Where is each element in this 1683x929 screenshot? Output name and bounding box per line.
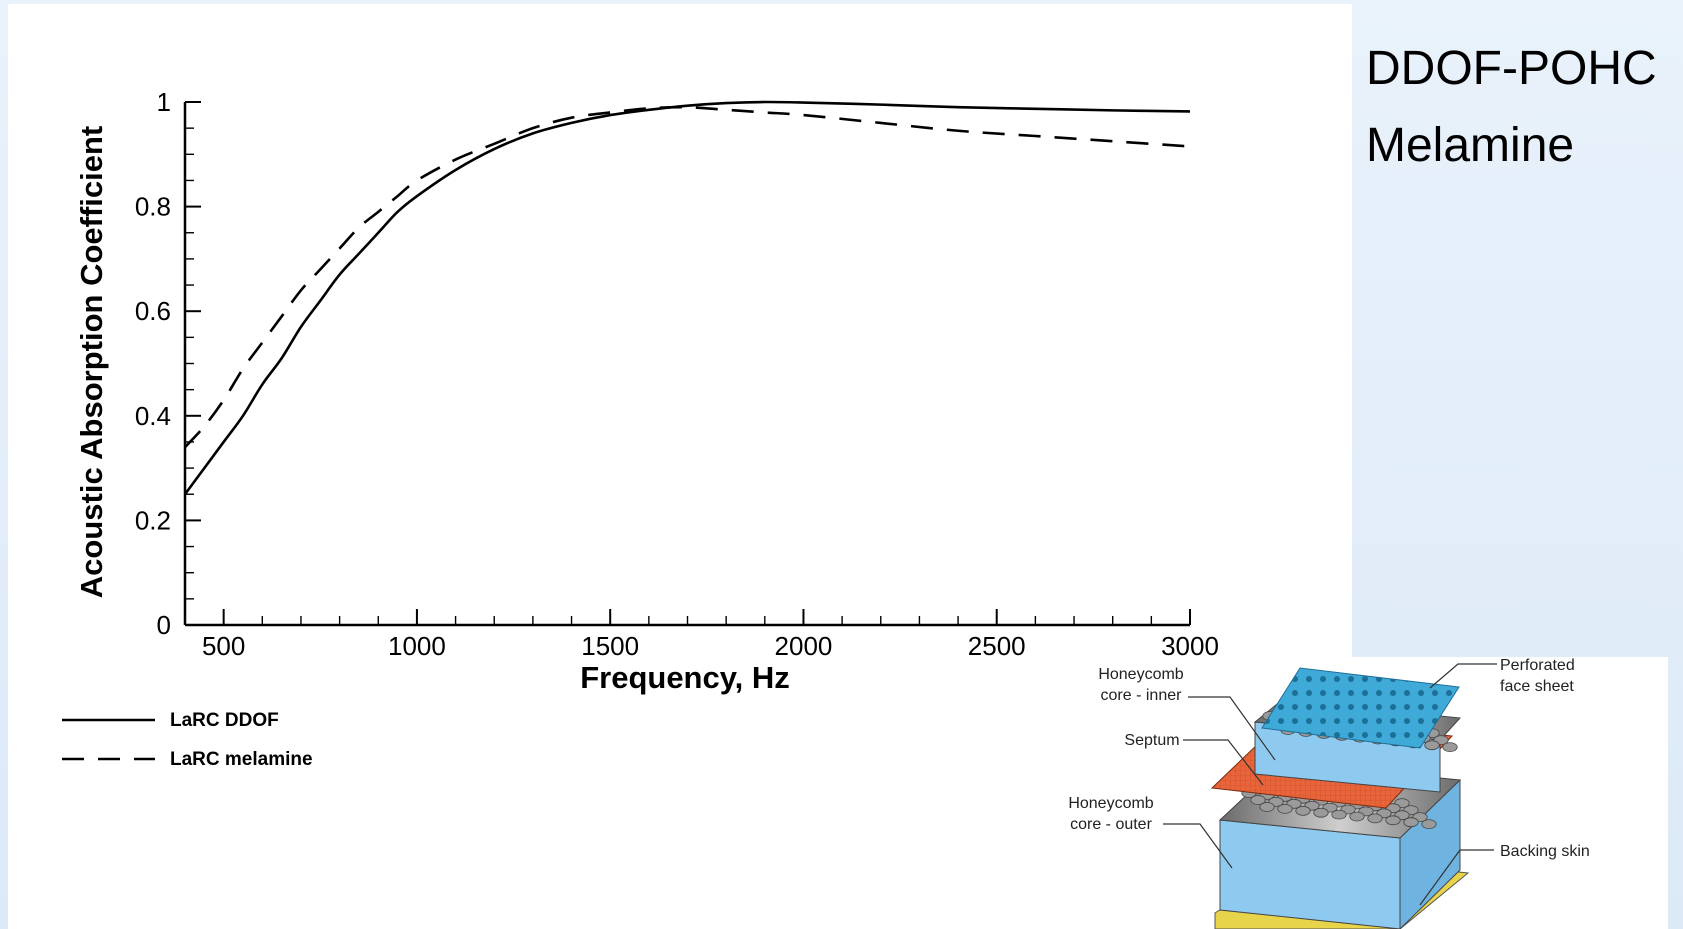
perforated-face-sheet bbox=[1261, 667, 1460, 749]
series-line-melamine bbox=[184, 105, 1191, 449]
y-tick-label: 0.6 bbox=[135, 296, 171, 326]
y-tick-label: 0 bbox=[157, 610, 171, 640]
y-tick-label: 0.8 bbox=[135, 192, 171, 222]
honeycomb-cell bbox=[1385, 815, 1401, 826]
honeycomb-cell bbox=[1313, 807, 1329, 818]
series-line-ddof bbox=[183, 100, 1191, 496]
honeycomb-cell bbox=[1367, 813, 1383, 824]
honeycomb-cell bbox=[1295, 805, 1311, 816]
x-tick-label: 1500 bbox=[581, 631, 639, 661]
side-label-melamine: Melamine bbox=[1366, 119, 1575, 172]
series bbox=[183, 100, 1191, 496]
honeycomb-cell bbox=[1442, 742, 1458, 752]
side-labels: DDOF-POHC Melamine bbox=[1366, 30, 1676, 184]
honeycomb-cell bbox=[1277, 804, 1293, 814]
legend-label-melamine: LaRC melamine bbox=[170, 749, 313, 770]
y-tick-label: 1 bbox=[157, 87, 171, 117]
label-honeycomb-inner-1: Honeycomb bbox=[1098, 666, 1183, 683]
honeycomb-cell bbox=[1424, 740, 1440, 751]
label-perforated-2: face sheet bbox=[1500, 678, 1574, 695]
side-label-ddof-pohc: DDOF-POHC bbox=[1366, 42, 1657, 95]
y-tick-label: 0.4 bbox=[135, 401, 171, 431]
legend-label-ddof: LaRC DDOF bbox=[170, 710, 279, 731]
x-tick-label: 3000 bbox=[1161, 631, 1219, 661]
honeycomb-outer-side bbox=[1219, 819, 1401, 929]
legend: LaRC DDOF LaRC melamine bbox=[62, 710, 313, 770]
honeycomb-cell bbox=[1349, 811, 1365, 822]
y-axis-label: Acoustic Absorption Coefficient bbox=[74, 126, 109, 598]
label-backing-skin: Backing skin bbox=[1500, 843, 1590, 860]
honeycomb-cell bbox=[1250, 795, 1266, 805]
honeycomb-cell bbox=[1421, 819, 1437, 829]
label-honeycomb-outer-1: Honeycomb bbox=[1068, 795, 1153, 812]
honeycomb-cell bbox=[1331, 809, 1347, 820]
x-tick-label: 2500 bbox=[968, 631, 1026, 661]
label-honeycomb-outer-2: core - outer bbox=[1070, 816, 1152, 833]
x-tick-label: 2000 bbox=[775, 631, 833, 661]
leader-lines bbox=[1163, 663, 1497, 906]
label-septum: Septum bbox=[1124, 732, 1179, 749]
label-perforated-1: Perforated bbox=[1500, 657, 1575, 674]
x-tick-label: 500 bbox=[202, 631, 245, 661]
honeycomb-diagram: Honeycomb core - inner Septum Honeycomb … bbox=[1068, 657, 1590, 929]
x-tick-label: 1000 bbox=[388, 631, 446, 661]
label-honeycomb-inner-2: core - inner bbox=[1101, 687, 1183, 704]
y-tick-label: 0.2 bbox=[135, 505, 171, 535]
honeycomb-cell bbox=[1259, 802, 1275, 812]
honeycomb-cell bbox=[1403, 817, 1419, 828]
x-axis-label: Frequency, Hz bbox=[580, 660, 790, 695]
